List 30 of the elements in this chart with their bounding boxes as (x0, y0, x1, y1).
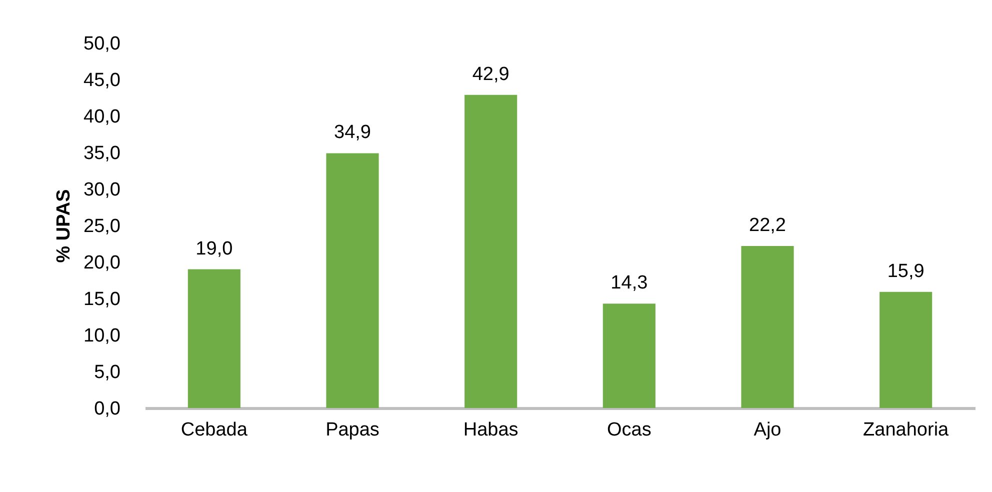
y-tick-label: 15,0 (84, 289, 120, 310)
x-tick-label: Ajo (754, 420, 782, 440)
x-tick-label: Zanahoria (863, 420, 950, 440)
x-tick-label: Cebada (180, 420, 248, 440)
bar (326, 153, 379, 408)
data-label: 19,0 (196, 238, 233, 260)
y-tick-label: 50,0 (84, 34, 120, 54)
y-tick-label: 40,0 (84, 106, 120, 128)
y-tick-label: 5,0 (94, 362, 120, 383)
bar (464, 94, 518, 408)
bar (880, 292, 932, 408)
y-tick-label: 45,0 (84, 70, 120, 91)
data-label: 22,2 (749, 214, 786, 236)
x-tick-label: Papas (326, 420, 380, 440)
x-tick-label: Habas (463, 420, 518, 440)
y-tick-label: 10,0 (84, 326, 120, 346)
y-tick-label: 30,0 (84, 180, 120, 200)
data-label: 42,9 (472, 64, 510, 85)
y-tick-label: 20,0 (84, 252, 120, 274)
bar (602, 304, 656, 408)
data-label: 14,3 (610, 272, 648, 294)
y-tick-label: 25,0 (84, 216, 120, 237)
data-label: 34,9 (334, 122, 371, 144)
bar (741, 246, 794, 408)
y-tick-label: 35,0 (84, 143, 120, 164)
bar (188, 269, 240, 408)
y-axis-title: % UPAS (54, 189, 75, 263)
x-tick-label: Ocas (606, 420, 652, 440)
y-tick-label: 0,0 (94, 398, 120, 420)
data-label: 15,9 (887, 260, 924, 282)
